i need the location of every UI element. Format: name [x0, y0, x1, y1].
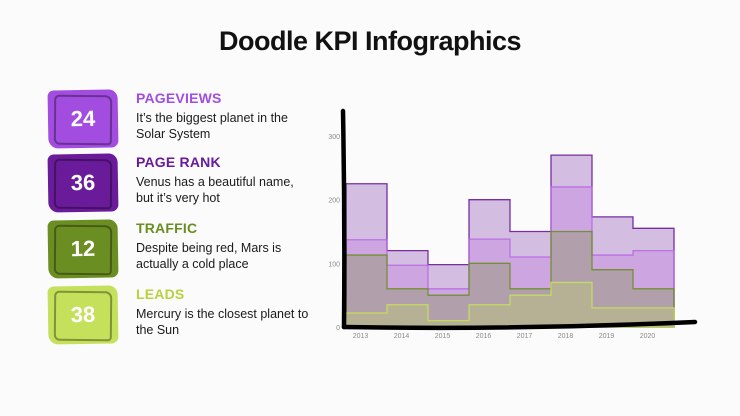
kpi-leads: 38 LEADS Mercury is the closest planet t… — [47, 285, 309, 348]
y-tick-label: 0 — [336, 325, 340, 332]
x-axis-line — [341, 319, 698, 331]
kpi-label: TRAFFIC — [136, 220, 198, 236]
kpi-description: Mercury is the closest planet to the Sun — [136, 307, 309, 337]
x-tick-label: 2016 — [476, 333, 492, 340]
kpi-page-rank: 36 PAGE RANK Venus has a beautiful name,… — [47, 153, 308, 216]
y-tick-label: 200 — [328, 198, 340, 205]
x-tick-label: 2020 — [640, 333, 656, 340]
y-axis-line — [340, 108, 347, 330]
y-tick-label: 300 — [328, 134, 340, 141]
kpi-label: LEADS — [136, 286, 185, 302]
page-title: Doodle KPI Infographics — [218, 26, 522, 56]
x-tick-label: 2017 — [517, 333, 533, 340]
y-tick-label: 100 — [328, 261, 340, 268]
x-tick-label: 2018 — [558, 333, 574, 340]
kpi-description: It’s the biggest planet in the Solar Sys… — [136, 111, 288, 141]
kpi-label: PAGEVIEWS — [136, 90, 222, 106]
x-tick-label: 2019 — [599, 333, 615, 340]
kpi-description: Despite being red, Mars is actually a co… — [136, 241, 282, 271]
kpi-description: Venus has a beautiful name, but it’s ver… — [136, 175, 294, 205]
x-tick-label: 2014 — [394, 333, 410, 340]
x-tick-label: 2015 — [435, 333, 451, 340]
x-tick-label: 2013 — [353, 333, 369, 340]
kpi-traffic: 12 TRAFFIC Despite being red, Mars is ac… — [47, 219, 308, 282]
kpi-pageviews: 24 PAGEVIEWS It’s the biggest planet in … — [47, 89, 308, 152]
series-area-4 — [345, 281, 675, 328]
kpi-label: PAGE RANK — [136, 154, 221, 170]
